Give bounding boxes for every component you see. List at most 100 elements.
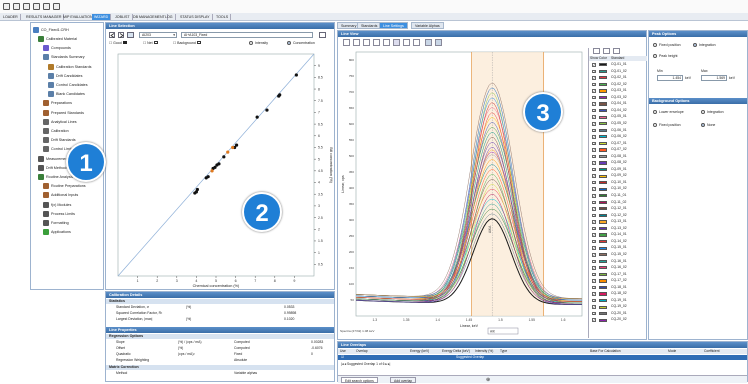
chart-view-icon[interactable] bbox=[435, 39, 442, 46]
color-swatch[interactable] bbox=[599, 135, 607, 139]
bg-fixed-position-radio[interactable]: Fixed position bbox=[653, 123, 681, 128]
bg-none-radio[interactable]: None bbox=[701, 123, 715, 128]
show-checkbox[interactable]: ✓ bbox=[592, 213, 596, 218]
show-checkbox[interactable]: ✓ bbox=[592, 82, 596, 87]
legend-row[interactable]: ✓ CQ-19_01 bbox=[589, 298, 647, 304]
show-all-icon[interactable] bbox=[593, 48, 600, 54]
menu-item-log[interactable]: LOG bbox=[163, 14, 176, 20]
tree-item[interactable]: Calibration Standards bbox=[48, 63, 91, 71]
overlap-column-header[interactable]: Energy Delta (keV) bbox=[442, 349, 470, 353]
show-checkbox[interactable]: ✓ bbox=[592, 135, 596, 140]
color-swatch[interactable] bbox=[599, 194, 607, 198]
lower-envelope-radio[interactable]: Lower envelope bbox=[653, 110, 684, 115]
show-checkbox[interactable]: ✓ bbox=[592, 252, 596, 257]
tree-item[interactable]: Control Candidates bbox=[48, 81, 88, 89]
color-swatch[interactable] bbox=[599, 259, 607, 263]
peak-height-radio[interactable]: Peak height bbox=[653, 54, 678, 59]
legend-row[interactable]: ✓ CQ-04_02 bbox=[589, 108, 647, 114]
legend-row[interactable]: ✓ CQ-06_02 bbox=[589, 134, 647, 140]
tree-item[interactable]: Calibration bbox=[43, 127, 69, 135]
overlap-column-header[interactable]: Energy (keV) bbox=[410, 349, 430, 353]
tree-item[interactable]: Applications bbox=[43, 228, 71, 236]
add-icon[interactable]: ⊕ bbox=[486, 377, 491, 383]
regression-row[interactable]: Slope (%) / (cps / mA) Computed 0.00283 bbox=[106, 340, 334, 345]
legend-row[interactable]: ✓ CQ-16_02 bbox=[589, 265, 647, 271]
color-swatch[interactable] bbox=[599, 272, 607, 276]
curve-icon[interactable] bbox=[383, 39, 390, 46]
pen-icon[interactable] bbox=[373, 39, 380, 46]
legend-row[interactable]: ✓ CQ-17_01 bbox=[589, 272, 647, 278]
overlap-column-header[interactable]: Overlap bbox=[356, 349, 368, 353]
legend-row[interactable]: ✓ CQ-05_01 bbox=[589, 114, 647, 120]
show-checkbox[interactable]: ✓ bbox=[592, 272, 596, 277]
legend-row[interactable]: ✓ CQ-01_02 bbox=[589, 69, 647, 75]
legend-row[interactable]: ✓ CQ-14_01 bbox=[589, 232, 647, 238]
show-checkbox[interactable]: ✓ bbox=[592, 226, 596, 231]
open-folder-icon[interactable] bbox=[13, 3, 20, 10]
menu-item-tools[interactable]: TOOLS bbox=[214, 14, 232, 20]
color-swatch[interactable] bbox=[599, 233, 607, 237]
show-checkbox[interactable]: ✓ bbox=[592, 207, 596, 212]
show-checkbox[interactable]: ✓ bbox=[592, 298, 596, 303]
menu-item-loader[interactable]: LOADER bbox=[1, 14, 21, 20]
legend-row[interactable]: ✓ CQ-15_01 bbox=[589, 245, 647, 251]
color-swatch[interactable] bbox=[599, 154, 607, 159]
show-checkbox[interactable]: ✓ bbox=[592, 285, 596, 290]
legend-row[interactable]: ✓ CQ-14_02 bbox=[589, 239, 647, 245]
tree-item[interactable]: Standards Summary bbox=[43, 53, 85, 61]
overlap-column-header[interactable]: Use bbox=[340, 349, 346, 353]
show-checkbox[interactable]: ✓ bbox=[592, 108, 596, 113]
overlap-column-header[interactable]: Coefficient bbox=[704, 349, 720, 353]
tab-variable-alphas[interactable]: Variable Alphas bbox=[411, 22, 444, 29]
min-energy-input[interactable]: 1.454 bbox=[657, 75, 683, 81]
legend-row[interactable]: ✓ CQ-13_01 bbox=[589, 219, 647, 225]
legend-row[interactable]: ✓ CQ-04_01 bbox=[589, 101, 647, 107]
tree-item[interactable]: Prepared Standards bbox=[43, 109, 84, 117]
color-swatch[interactable] bbox=[599, 226, 607, 231]
menu-item-mip-evaluation[interactable]: MIP EVALUATION bbox=[61, 14, 96, 20]
overlap-use-check[interactable]: ☑ bbox=[341, 355, 344, 359]
color-swatch[interactable] bbox=[599, 298, 607, 303]
show-checkbox[interactable]: ✓ bbox=[592, 89, 596, 94]
pager-next-icon[interactable]: ▸ ▸| bbox=[385, 362, 391, 366]
data-point[interactable] bbox=[195, 187, 199, 192]
spectrum-curve[interactable] bbox=[355, 142, 582, 305]
color-swatch[interactable] bbox=[599, 141, 607, 145]
legend-row[interactable]: ✓ CQ-17_02 bbox=[589, 278, 647, 284]
show-checkbox[interactable]: ✓ bbox=[592, 239, 596, 244]
data-point[interactable] bbox=[217, 162, 221, 166]
color-swatch[interactable] bbox=[599, 122, 607, 126]
color-swatch[interactable] bbox=[599, 292, 607, 296]
data-point[interactable] bbox=[234, 143, 239, 147]
color-swatch[interactable] bbox=[599, 95, 607, 100]
line-select-dropdown[interactable]: AI203 ▾ bbox=[139, 32, 177, 38]
save-as-icon[interactable] bbox=[33, 3, 40, 10]
legend-row[interactable]: ✓ CQ-18_02 bbox=[589, 291, 647, 297]
export-icon[interactable] bbox=[43, 3, 50, 10]
peak-marker-icon[interactable] bbox=[403, 39, 410, 46]
menu-item-wizard[interactable]: WIZARD bbox=[92, 14, 112, 20]
add-overlap-tab[interactable]: Add overlap bbox=[390, 377, 417, 383]
save-icon[interactable] bbox=[23, 3, 30, 10]
show-checkbox[interactable]: ✓ bbox=[592, 128, 596, 133]
color-swatch[interactable] bbox=[599, 279, 607, 283]
color-swatch[interactable] bbox=[599, 220, 607, 224]
legend-row[interactable]: ✓ CQ-18_01 bbox=[589, 285, 647, 291]
legend-row[interactable]: ✓ CQ-06_01 bbox=[589, 128, 647, 134]
legend-row[interactable]: ✓ CQ-20_01 bbox=[589, 311, 647, 317]
tree-item[interactable]: Additional Inputs bbox=[43, 191, 78, 199]
show-checkbox[interactable]: ✓ bbox=[592, 220, 596, 225]
tree-item[interactable]: Analytical Lines bbox=[43, 118, 77, 126]
show-checkbox[interactable]: ✓ bbox=[592, 318, 596, 323]
move-icon[interactable] bbox=[343, 39, 350, 46]
color-swatch[interactable] bbox=[599, 76, 607, 80]
show-checkbox[interactable]: ✓ bbox=[592, 161, 596, 166]
tree-item[interactable]: Routine Analysis bbox=[38, 173, 73, 181]
max-energy-input[interactable]: 1.569 bbox=[701, 75, 727, 81]
data-point[interactable] bbox=[226, 150, 230, 154]
legend-net[interactable]: ☐ Net bbox=[143, 41, 158, 45]
legend-row[interactable]: ✓ CQ-03_02 bbox=[589, 95, 647, 101]
color-swatch[interactable] bbox=[599, 174, 607, 178]
legend-good[interactable]: ☐ Good bbox=[109, 41, 127, 45]
show-checkbox[interactable]: ✓ bbox=[592, 76, 596, 81]
